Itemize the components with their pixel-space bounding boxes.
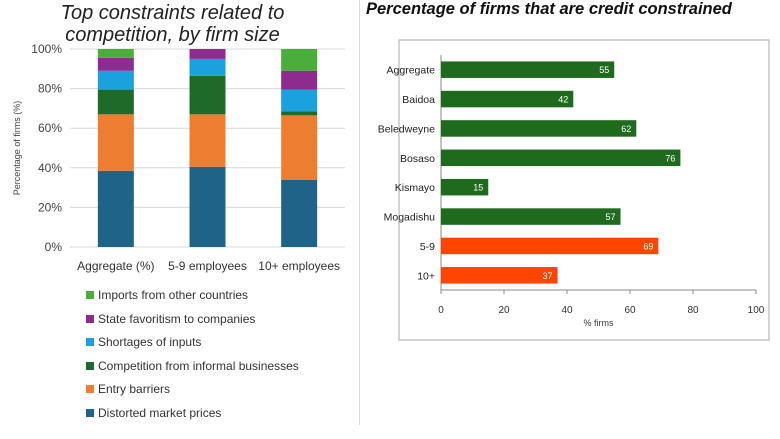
x-tick-label: 80: [687, 305, 699, 316]
bar-segment: [189, 114, 226, 167]
bar-segment: [281, 89, 318, 112]
y-category-label: 5-9: [420, 241, 435, 253]
bar: [441, 267, 558, 284]
x-tick-label: 5-9 employees: [168, 259, 247, 273]
legend-swatch: [86, 408, 94, 417]
x-tick-label: 0: [438, 305, 444, 316]
bar-value-label: 69: [643, 241, 653, 251]
bar-segment: [97, 170, 134, 247]
right-chart-panel: Percentage of firms that are credit cons…: [360, 0, 780, 439]
y-tick-label: 60%: [38, 121, 62, 135]
y-category-label: Aggregate: [387, 65, 436, 77]
x-tick-label: Aggregate (%): [77, 259, 154, 273]
y-tick-label: 20%: [38, 200, 62, 214]
y-tick-label: 100%: [31, 42, 62, 56]
bar-segment: [97, 114, 134, 171]
legend-swatch: [86, 361, 94, 370]
bar: [441, 149, 681, 167]
x-axis-label: % firms: [584, 318, 614, 328]
legend-label: State favoritism to companies: [98, 311, 256, 326]
bar-value-label: 37: [543, 271, 553, 281]
right-chart-title: Percentage of firms that are credit cons…: [366, 0, 732, 18]
y-category-label: Baidoa: [402, 94, 435, 106]
bar-value-label: 15: [473, 183, 483, 193]
left-chart-title-line-2: competition, by firm size: [65, 24, 280, 46]
y-category-label: Mogadishu: [384, 212, 436, 224]
bar-segment: [189, 58, 226, 76]
bar-value-label: 57: [606, 212, 616, 222]
legend-label: Shortages of inputs: [98, 335, 202, 350]
bar-segment: [281, 111, 318, 116]
bar-value-label: 76: [665, 153, 675, 163]
bar: [441, 208, 621, 225]
bar-segment: [281, 179, 318, 247]
legend-swatch: [86, 291, 94, 299]
stacked-bar-chart: 0% 20% 40% 60% 80% 100% Percentage of firms (%…: [12, 42, 345, 273]
y-tick-label: 0%: [45, 240, 63, 254]
y-category-label: Kismayo: [395, 182, 435, 194]
bar-segment: [189, 49, 226, 59]
x-tick-label: 20: [498, 305, 510, 316]
plot-frame: [398, 39, 770, 341]
bar-segment: [97, 70, 134, 90]
y-category-label: Beledweyne: [378, 123, 435, 135]
y-tick-label: 40%: [38, 161, 62, 175]
legend-swatch: [86, 314, 94, 323]
x-tick-label: 60: [624, 305, 636, 316]
bar-segment: [281, 70, 318, 90]
legend-label: Imports from other countries: [98, 288, 249, 302]
y-category-label: Bosaso: [400, 153, 435, 165]
legend-label: Distorted market prices: [98, 405, 222, 420]
y-axis-label: Percentage of firms (%): [12, 101, 22, 196]
bar-segment: [189, 166, 226, 247]
y-tick-label: 80%: [38, 82, 62, 96]
horizontal-bar-chart: 55 Aggregate 42 Baidoa 62 Beledweyne 76 Bosaso 1…: [378, 39, 770, 341]
panel-divider: [359, 0, 360, 425]
bar: [441, 61, 615, 78]
y-category-label: 10+: [417, 270, 435, 282]
bar-value-label: 42: [558, 95, 568, 105]
legend-swatch: [86, 385, 94, 394]
legend-label: Competition from informal businesses: [98, 358, 299, 373]
legend-swatch: [86, 338, 94, 347]
bar-segment: [97, 49, 134, 58]
x-tick-label: 100: [748, 305, 765, 316]
bar: [441, 90, 574, 108]
bar-segment: [281, 49, 318, 71]
bar-segment: [97, 57, 134, 71]
bar: [441, 178, 489, 196]
left-chart-panel: Top constraints related to competition, …: [0, 0, 358, 439]
bar: [441, 237, 659, 255]
bar-segment: [189, 75, 226, 115]
x-tick-label: 40: [561, 305, 573, 316]
left-chart-title-line-1: Top constraints related to: [60, 2, 285, 24]
legend-label: Entry barriers: [98, 382, 171, 397]
bar-value-label: 55: [599, 65, 609, 75]
bar-segment: [97, 89, 134, 115]
bar: [441, 120, 637, 137]
bar-segment: [281, 115, 318, 180]
bar-value-label: 62: [621, 124, 631, 134]
x-tick-label: 10+ employees: [258, 259, 340, 273]
